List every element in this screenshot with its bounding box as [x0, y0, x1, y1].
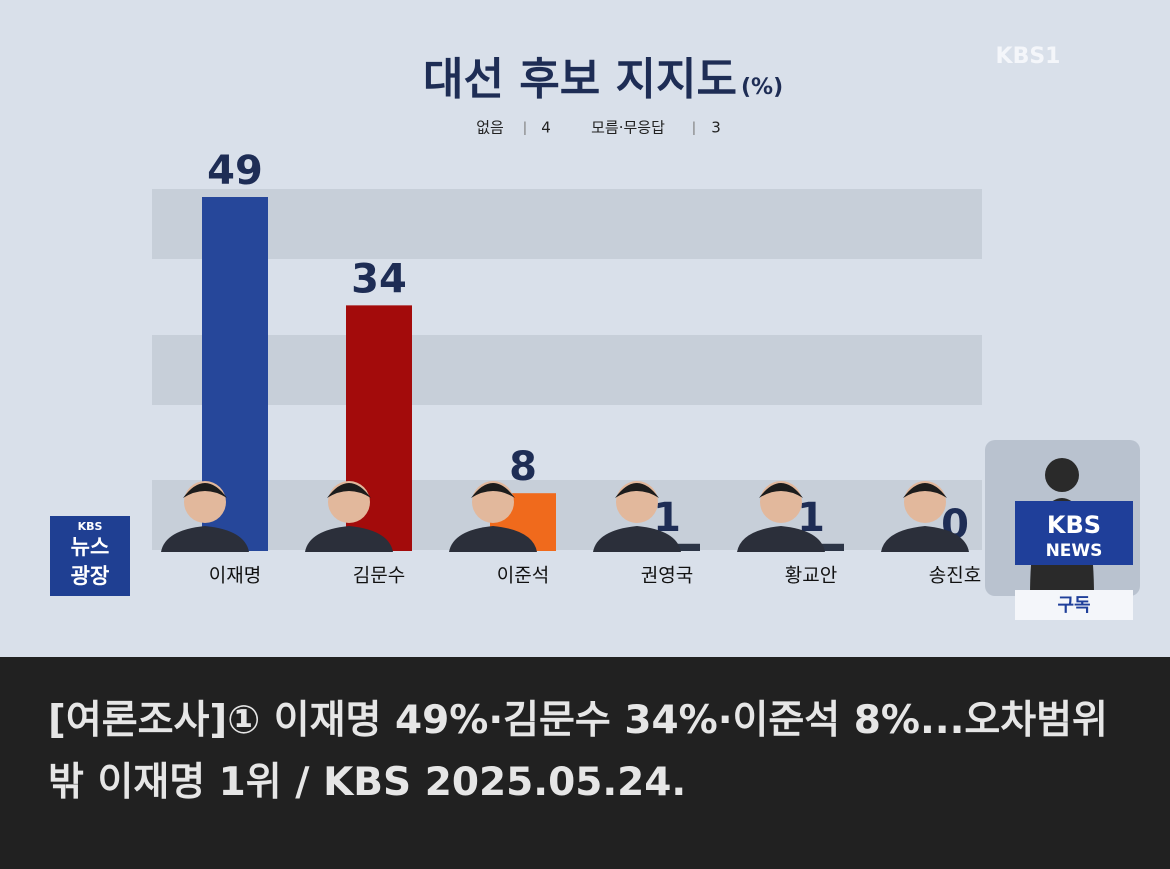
chart-title: 대선 후보 지지도 — [423, 54, 737, 105]
candidate-photo — [449, 526, 537, 552]
candidate-photo — [737, 526, 825, 552]
video-caption: [여론조사]① 이재명 49%·김문수 34%·이준석 8%...오차범위 밖 … — [48, 698, 1108, 805]
candidate-photo — [903, 483, 947, 498]
program-logo-text: KBS — [78, 520, 103, 533]
note-label: 없음 — [476, 119, 504, 137]
category-label: 이재명 — [209, 565, 261, 587]
candidate-photo — [327, 483, 371, 498]
program-logo-text: 뉴스 — [71, 535, 110, 559]
band — [152, 480, 982, 550]
category-label: 권영국 — [641, 565, 693, 587]
subscribe-button[interactable] — [1015, 590, 1133, 620]
program-logo — [50, 516, 130, 596]
candidate-photo — [161, 526, 249, 552]
news-logo-text: NEWS — [1046, 541, 1103, 561]
separator: | — [692, 121, 696, 136]
candidate-photo — [759, 483, 803, 498]
channel-logo: KBS1 — [996, 44, 1061, 69]
value-label: 34 — [351, 256, 407, 302]
candidate-photo — [881, 526, 969, 552]
subscribe-label[interactable]: 구독 — [1057, 595, 1090, 616]
separator: | — [523, 121, 527, 136]
unit: (%) — [741, 75, 783, 100]
video-frame: 대선 후보 지지도 (%) 없음 | 4 모름·무응답 | 3 KBS1 KBS… — [0, 0, 1170, 657]
value-label: 49 — [207, 148, 263, 194]
program-logo-text: 광장 — [71, 564, 110, 588]
band — [152, 335, 982, 405]
category-label: 송진호 — [929, 565, 981, 587]
band — [152, 189, 982, 259]
interpreter — [1045, 458, 1079, 492]
value-label: 8 — [509, 444, 537, 490]
candidate-photo — [183, 483, 227, 498]
note-label: 모름·무응답 — [591, 119, 665, 137]
category-label: 황교안 — [785, 565, 837, 587]
news-logo — [1015, 501, 1133, 565]
category-label: 김문수 — [353, 565, 405, 587]
note-value: 3 — [711, 119, 721, 137]
news-logo-text: KBS — [1047, 511, 1101, 539]
note-value: 4 — [541, 119, 551, 137]
candidate-photo — [593, 526, 681, 552]
candidate-photo — [305, 526, 393, 552]
category-label: 이준석 — [497, 565, 549, 587]
candidate-photo — [615, 483, 659, 498]
candidate-photo — [471, 483, 515, 498]
